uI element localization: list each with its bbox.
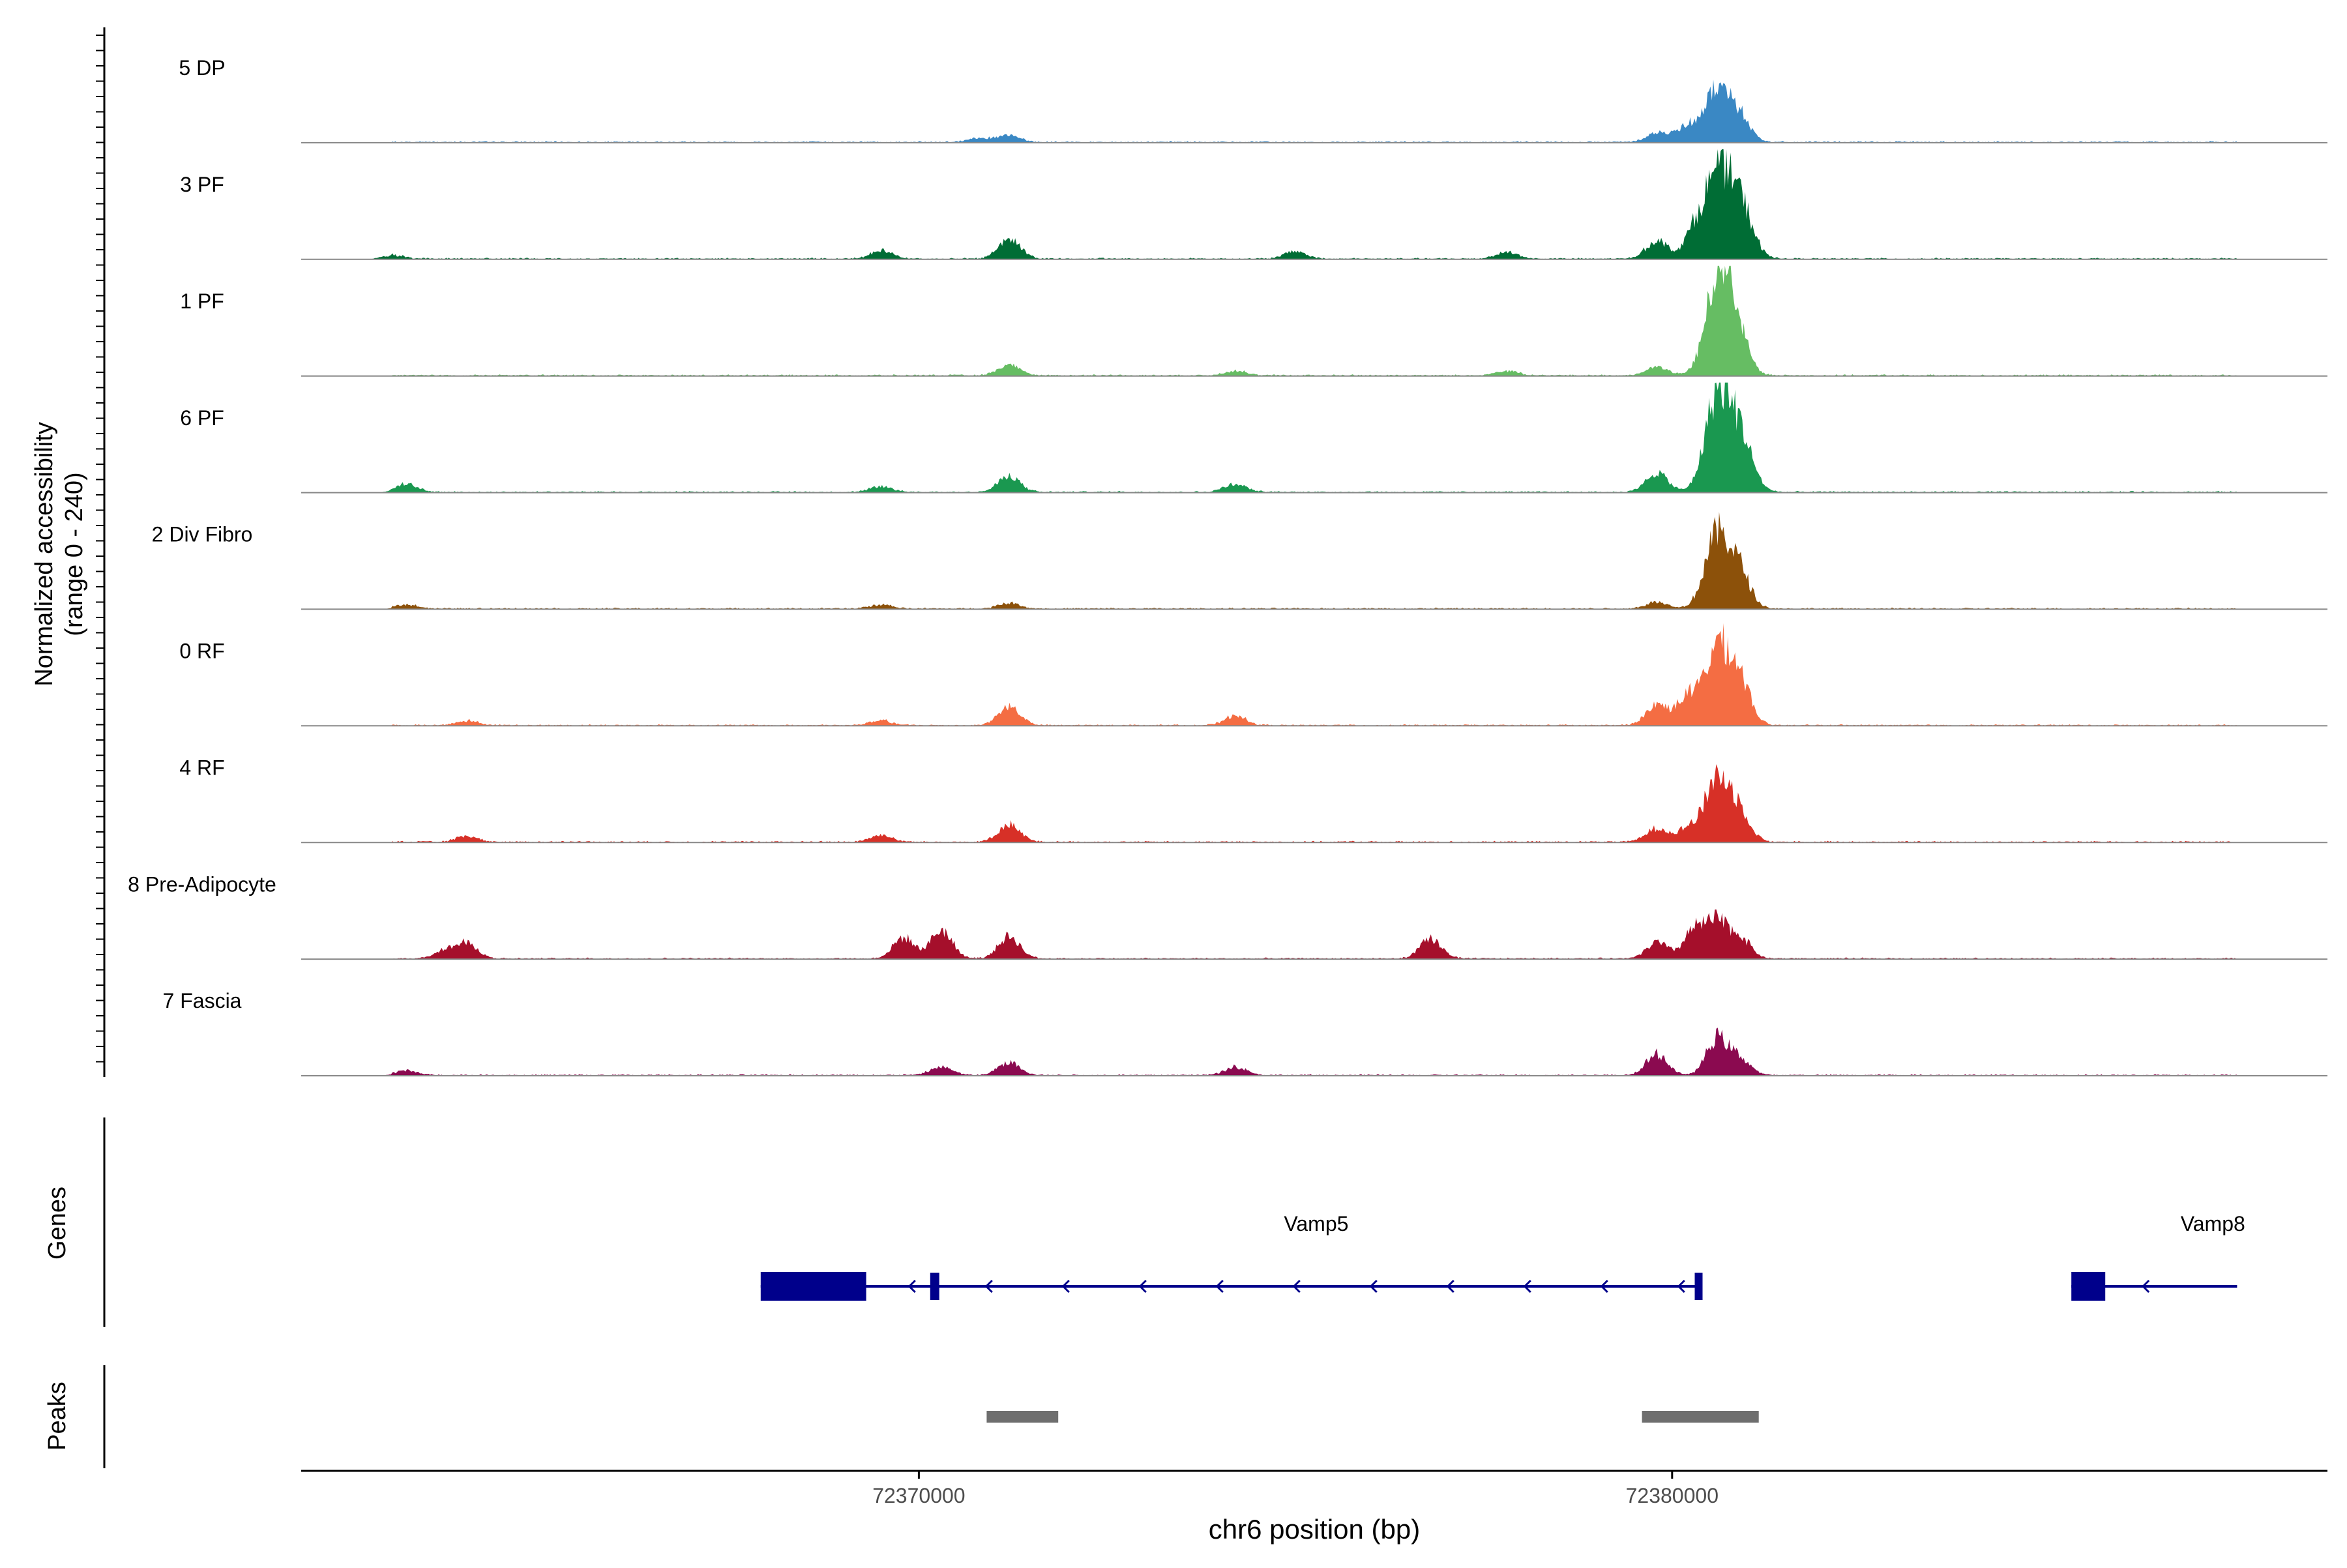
strand-arrow <box>1292 1279 1301 1294</box>
x-axis-title: chr6 position (bp) <box>1209 1514 1421 1545</box>
coverage-track: 1 PF <box>180 265 2327 377</box>
gene-models: Vamp5 Vamp8 <box>760 1212 2245 1301</box>
peak-regions <box>986 1411 1759 1423</box>
coverage-area <box>301 382 2327 493</box>
strand-arrow <box>1215 1279 1224 1294</box>
coverage-track: 4 RF <box>179 756 2327 844</box>
gene-label: Vamp5 <box>1284 1212 1348 1235</box>
strand-arrow <box>1138 1279 1147 1294</box>
coverage-area <box>301 149 2327 259</box>
track-label: 6 PF <box>180 406 224 430</box>
coverage-area <box>301 909 2327 960</box>
coverage-tracks: 5 DP 3 PF 1 PF 6 PF 2 Div Fibro 0 RF 4 RF 8 Pre… <box>128 56 2327 1076</box>
peaks-y-label: Peaks <box>44 1382 71 1451</box>
coverage-track: 2 Div Fibro <box>152 512 2327 610</box>
genes-y-label: Genes <box>44 1187 71 1260</box>
track-label: 4 RF <box>179 756 224 780</box>
x-axis: 72370000 72380000 chr6 position (bp) <box>301 1470 2327 1545</box>
track-label: 7 Fascia <box>163 989 242 1013</box>
track-label: 3 PF <box>180 173 224 196</box>
track-label: 1 PF <box>180 289 224 313</box>
gene-exon <box>1694 1273 1703 1300</box>
gene-model: Vamp5 <box>760 1212 1703 1301</box>
gene-model: Vamp8 <box>2071 1212 2245 1301</box>
coverage-area <box>301 80 2327 143</box>
track-label: 2 Div Fibro <box>152 523 253 546</box>
coverage-area <box>301 623 2327 726</box>
strand-arrow <box>984 1279 993 1294</box>
strand-arrow <box>1677 1279 1685 1294</box>
gene-label: Vamp8 <box>2181 1212 2245 1235</box>
coverage-area <box>301 1028 2327 1076</box>
strand-arrow <box>1061 1279 1070 1294</box>
strand-arrow <box>908 1279 916 1294</box>
strand-arrow <box>1446 1279 1454 1294</box>
coverage-y-label-line1: Normalized accessibility <box>31 422 58 686</box>
coverage-track: 3 PF <box>180 149 2327 260</box>
peak-region <box>986 1411 1059 1423</box>
track-label: 0 RF <box>179 640 224 663</box>
coverage-track: 6 PF <box>180 382 2327 494</box>
track-label: 5 DP <box>179 56 225 80</box>
coverage-panel: Normalized accessibility (range 0 - 240)… <box>31 27 2327 1077</box>
x-tick-label: 72370000 <box>872 1484 965 1507</box>
peaks-panel: Peaks <box>44 1365 1759 1468</box>
strand-arrow <box>1369 1279 1378 1294</box>
coverage-y-label-line2: (range 0 - 240) <box>61 472 88 636</box>
strand-arrow <box>1600 1279 1608 1294</box>
gene-exon <box>2071 1272 2106 1301</box>
peak-region <box>1642 1411 1759 1423</box>
coverage-area <box>301 764 2327 843</box>
coverage-track: 0 RF <box>179 623 2327 727</box>
coverage-area <box>301 265 2327 376</box>
strand-arrow <box>1523 1279 1531 1294</box>
track-label: 8 Pre-Adipocyte <box>128 872 276 896</box>
gene-exon <box>760 1272 866 1301</box>
genes-panel: Genes Vamp5 Vamp8 <box>44 1117 2245 1327</box>
coverage-track: 8 Pre-Adipocyte <box>128 872 2327 960</box>
coverage-track: 7 Fascia <box>163 989 2327 1076</box>
coverage-area <box>301 512 2327 610</box>
gene-exon <box>930 1273 939 1300</box>
coverage-y-ticks <box>96 35 104 1063</box>
x-axis-ticks: 72370000 72380000 <box>872 1471 1719 1507</box>
x-tick-label: 72380000 <box>1626 1484 1719 1507</box>
strand-arrow <box>2142 1279 2150 1294</box>
coverage-track: 5 DP <box>179 56 2327 143</box>
